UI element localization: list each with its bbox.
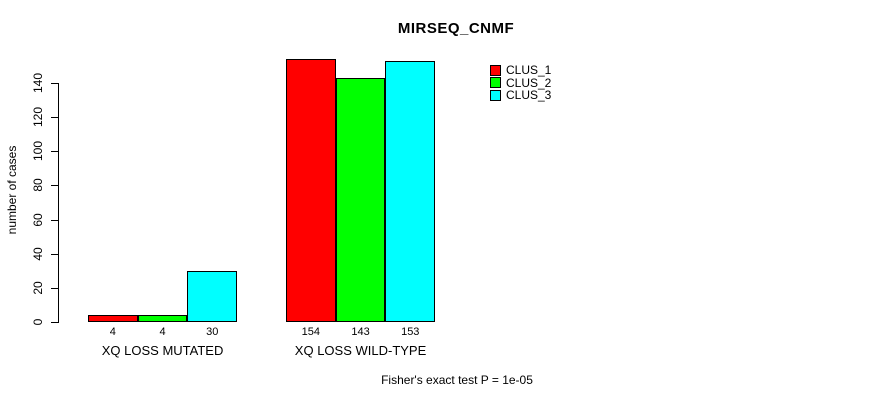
bar-clus_2 [335, 77, 386, 322]
y-tick-mark [51, 219, 58, 221]
y-tick-mark [51, 83, 58, 84]
y-tick-label: 80 [31, 178, 45, 193]
y-tick-mark [51, 185, 58, 187]
y-tick-label: 40 [31, 247, 45, 261]
bar-clus_1 [286, 59, 336, 322]
y-tick-label: 20 [31, 281, 45, 295]
legend-label: CLUS_3 [506, 88, 552, 103]
y-tick-label: 0 [31, 318, 45, 326]
y-tick-mark [51, 322, 58, 323]
bar-clus_2 [137, 315, 188, 322]
legend-row: CLUS_2 [490, 77, 551, 90]
y-axis-line [58, 83, 59, 323]
bar-clus_1 [88, 315, 138, 322]
legend-swatch-clus_3 [490, 89, 501, 101]
y-tick-mark [51, 151, 58, 153]
x-group-label: XQ LOSS MUTATED [101, 343, 224, 358]
legend-swatch-clus_2 [490, 77, 501, 89]
y-tick-label: 100 [31, 141, 45, 162]
legend-label: CLUS_2 [506, 75, 552, 90]
legend-row: CLUS_1 [490, 64, 551, 77]
legend: CLUS_1 CLUS_2 CLUS_3 [490, 64, 551, 102]
bar-value-label: 143 [351, 326, 370, 338]
y-tick-mark [51, 287, 58, 289]
bar-value-label: 153 [401, 326, 420, 338]
legend-swatch-clus_1 [490, 64, 501, 76]
y-tick-mark [51, 253, 58, 255]
bar-value-label: 154 [301, 326, 321, 338]
y-axis-label: number of cases [5, 145, 19, 235]
y-tick-label: 120 [31, 107, 45, 128]
y-tick-label: 140 [31, 72, 45, 94]
x-group-label: XQ LOSS WILD-TYPE [294, 343, 427, 358]
bar-value-label: 30 [206, 326, 219, 338]
chart-title: MIRSEQ_CNMF [397, 20, 515, 37]
bar-clus_3 [187, 270, 238, 322]
bar-value-label: 4 [109, 326, 116, 338]
y-tick-label: 60 [31, 212, 45, 227]
bar-clus_3 [385, 60, 436, 322]
statistics-annotation: Fisher's exact test P = 1e-05 [381, 373, 533, 387]
bar-value-label: 4 [159, 326, 166, 338]
legend-label: CLUS_1 [506, 63, 552, 78]
legend-row: CLUS_3 [490, 89, 551, 102]
y-tick-mark [51, 117, 58, 119]
